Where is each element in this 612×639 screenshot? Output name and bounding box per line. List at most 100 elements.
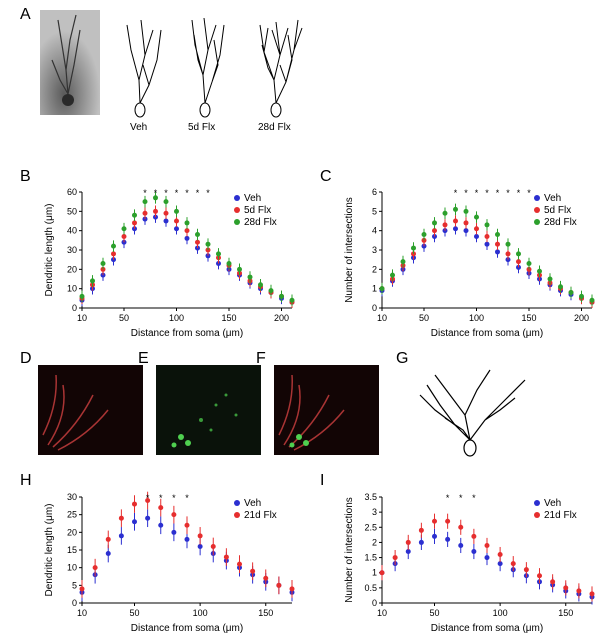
svg-text:3: 3 xyxy=(372,507,377,517)
svg-text:5: 5 xyxy=(72,580,77,590)
svg-text:*: * xyxy=(485,188,489,198)
svg-text:*: * xyxy=(206,188,210,198)
svg-text:*: * xyxy=(459,493,463,503)
svg-text:25: 25 xyxy=(67,510,77,520)
svg-text:21d Flx: 21d Flx xyxy=(544,510,577,521)
svg-text:21d Flx: 21d Flx xyxy=(244,510,277,521)
svg-text:28d Flx: 28d Flx xyxy=(544,217,577,228)
svg-text:2: 2 xyxy=(372,537,377,547)
svg-text:4: 4 xyxy=(372,226,377,236)
svg-text:28d Flx: 28d Flx xyxy=(244,217,277,228)
svg-text:150: 150 xyxy=(558,608,573,618)
svg-text:Dendritic length (μm): Dendritic length (μm) xyxy=(44,203,55,296)
svg-text:*: * xyxy=(185,493,189,503)
svg-text:100: 100 xyxy=(493,608,508,618)
svg-text:2.5: 2.5 xyxy=(364,522,377,532)
svg-text:Dendritic length (μm): Dendritic length (μm) xyxy=(44,503,55,596)
svg-text:50: 50 xyxy=(119,313,129,323)
svg-text:*: * xyxy=(506,188,510,198)
svg-text:*: * xyxy=(464,188,468,198)
label-G: G xyxy=(396,350,408,368)
svg-text:*: * xyxy=(496,188,500,198)
svg-text:50: 50 xyxy=(429,608,439,618)
chart-I: 00.511.522.533.51050100150Distance from … xyxy=(340,485,600,635)
svg-text:200: 200 xyxy=(574,313,589,323)
svg-text:*: * xyxy=(446,493,450,503)
svg-text:40: 40 xyxy=(67,226,77,236)
svg-text:1: 1 xyxy=(372,284,377,294)
svg-text:Number of intersections: Number of intersections xyxy=(344,197,355,303)
svg-text:50: 50 xyxy=(67,206,77,216)
svg-text:30: 30 xyxy=(67,245,77,255)
A-label-veh: Veh xyxy=(130,122,147,133)
svg-text:150: 150 xyxy=(521,313,536,323)
A-label-5d: 5d Flx xyxy=(188,122,215,133)
svg-text:6: 6 xyxy=(372,187,377,197)
svg-text:0.5: 0.5 xyxy=(364,583,377,593)
svg-text:150: 150 xyxy=(258,608,273,618)
svg-text:0: 0 xyxy=(72,303,77,313)
svg-text:0: 0 xyxy=(372,598,377,608)
svg-text:100: 100 xyxy=(193,608,208,618)
svg-text:*: * xyxy=(164,188,168,198)
label-C: C xyxy=(320,168,332,186)
svg-text:*: * xyxy=(475,188,479,198)
svg-text:20: 20 xyxy=(67,527,77,537)
svg-text:Veh: Veh xyxy=(244,193,261,204)
svg-text:0: 0 xyxy=(372,303,377,313)
panel-F-img xyxy=(274,365,379,455)
svg-text:5d Flx: 5d Flx xyxy=(544,205,571,216)
svg-text:*: * xyxy=(159,493,163,503)
svg-text:*: * xyxy=(154,188,158,198)
svg-text:*: * xyxy=(185,188,189,198)
svg-text:1.5: 1.5 xyxy=(364,553,377,563)
svg-text:150: 150 xyxy=(221,313,236,323)
svg-text:Number of intersections: Number of intersections xyxy=(344,497,355,603)
label-I: I xyxy=(320,472,324,490)
panel-D-img xyxy=(38,365,143,455)
svg-text:Distance from soma (μm): Distance from soma (μm) xyxy=(131,328,243,339)
svg-text:Veh: Veh xyxy=(244,498,261,509)
svg-text:10: 10 xyxy=(77,608,87,618)
svg-text:100: 100 xyxy=(469,313,484,323)
svg-text:*: * xyxy=(472,493,476,503)
svg-text:100: 100 xyxy=(169,313,184,323)
svg-text:10: 10 xyxy=(67,563,77,573)
svg-text:3: 3 xyxy=(372,245,377,255)
panel-A: Veh 5d Flx 28d Flx xyxy=(40,10,340,155)
chart-C: 01234561050100150200Distance from soma (… xyxy=(340,180,600,340)
label-A: A xyxy=(20,6,31,24)
panel-G-img xyxy=(415,360,555,460)
svg-text:Veh: Veh xyxy=(544,193,561,204)
panel-E-img xyxy=(156,365,261,455)
svg-text:50: 50 xyxy=(419,313,429,323)
svg-text:60: 60 xyxy=(67,187,77,197)
svg-text:1: 1 xyxy=(372,568,377,578)
svg-text:*: * xyxy=(172,493,176,503)
svg-text:*: * xyxy=(175,188,179,198)
svg-text:30: 30 xyxy=(67,492,77,502)
svg-text:Distance from soma (μm): Distance from soma (μm) xyxy=(431,328,543,339)
svg-text:*: * xyxy=(143,188,147,198)
A-label-28d: 28d Flx xyxy=(258,122,291,133)
svg-text:Distance from soma (μm): Distance from soma (μm) xyxy=(131,623,243,634)
label-H: H xyxy=(20,472,32,490)
label-B: B xyxy=(20,168,31,186)
svg-text:20: 20 xyxy=(67,264,77,274)
svg-text:*: * xyxy=(196,188,200,198)
svg-text:10: 10 xyxy=(377,313,387,323)
svg-text:3.5: 3.5 xyxy=(364,492,377,502)
svg-text:15: 15 xyxy=(67,545,77,555)
svg-text:Distance from soma (μm): Distance from soma (μm) xyxy=(431,623,543,634)
svg-text:*: * xyxy=(146,493,150,503)
svg-text:Veh: Veh xyxy=(544,498,561,509)
svg-text:5: 5 xyxy=(372,206,377,216)
svg-text:200: 200 xyxy=(274,313,289,323)
svg-text:50: 50 xyxy=(129,608,139,618)
chart-B: 01020304050601050100150200Distance from … xyxy=(40,180,300,340)
svg-text:10: 10 xyxy=(77,313,87,323)
svg-text:*: * xyxy=(527,188,531,198)
chart-H: 0510152025301050100150Distance from soma… xyxy=(40,485,300,635)
svg-text:5d Flx: 5d Flx xyxy=(244,205,271,216)
svg-text:*: * xyxy=(517,188,521,198)
